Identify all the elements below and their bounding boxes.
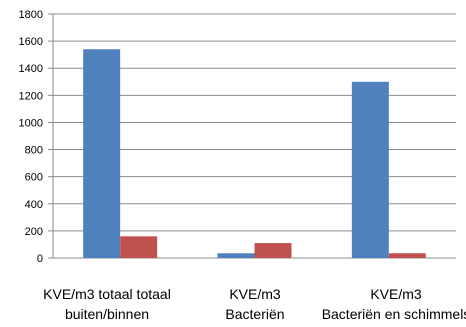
y-tick-label: 1200 [19, 90, 43, 102]
y-tick-label: 800 [25, 145, 43, 157]
bar-series2-cat1 [120, 236, 157, 258]
y-tick-label: 400 [25, 199, 43, 211]
bars [83, 49, 426, 258]
category-label: KVE/m3 totaal totaal [43, 286, 171, 302]
y-tick-label: 1800 [19, 9, 43, 21]
category-labels: KVE/m3 totaal totaal buiten/binnen KVE/m3 B… [43, 286, 466, 322]
y-tick-labels: 0 200 400 600 800 1000 1200 1400 1600 1800 [19, 9, 43, 265]
category-label: KVE/m3 [229, 286, 281, 302]
category-label: Bacteriën [225, 306, 284, 322]
y-tick-label: 1000 [19, 117, 43, 129]
y-tick-label: 600 [25, 172, 43, 184]
category-label: buiten/binnen [65, 306, 149, 322]
y-tick-label: 1400 [19, 63, 43, 75]
category-label: KVE/m3 [370, 286, 422, 302]
bar-series1-cat3 [352, 82, 389, 258]
y-tick-label: 200 [25, 226, 43, 238]
bar-series2-cat3 [389, 253, 426, 258]
bar-series2-cat2 [255, 243, 292, 258]
y-tick-label: 0 [37, 253, 43, 265]
y-tick-label: 1600 [19, 36, 43, 48]
category-label: Bacteriën en schimmels [322, 306, 466, 322]
bar-series1-cat2 [218, 253, 255, 258]
bar-series1-cat1 [83, 49, 120, 258]
